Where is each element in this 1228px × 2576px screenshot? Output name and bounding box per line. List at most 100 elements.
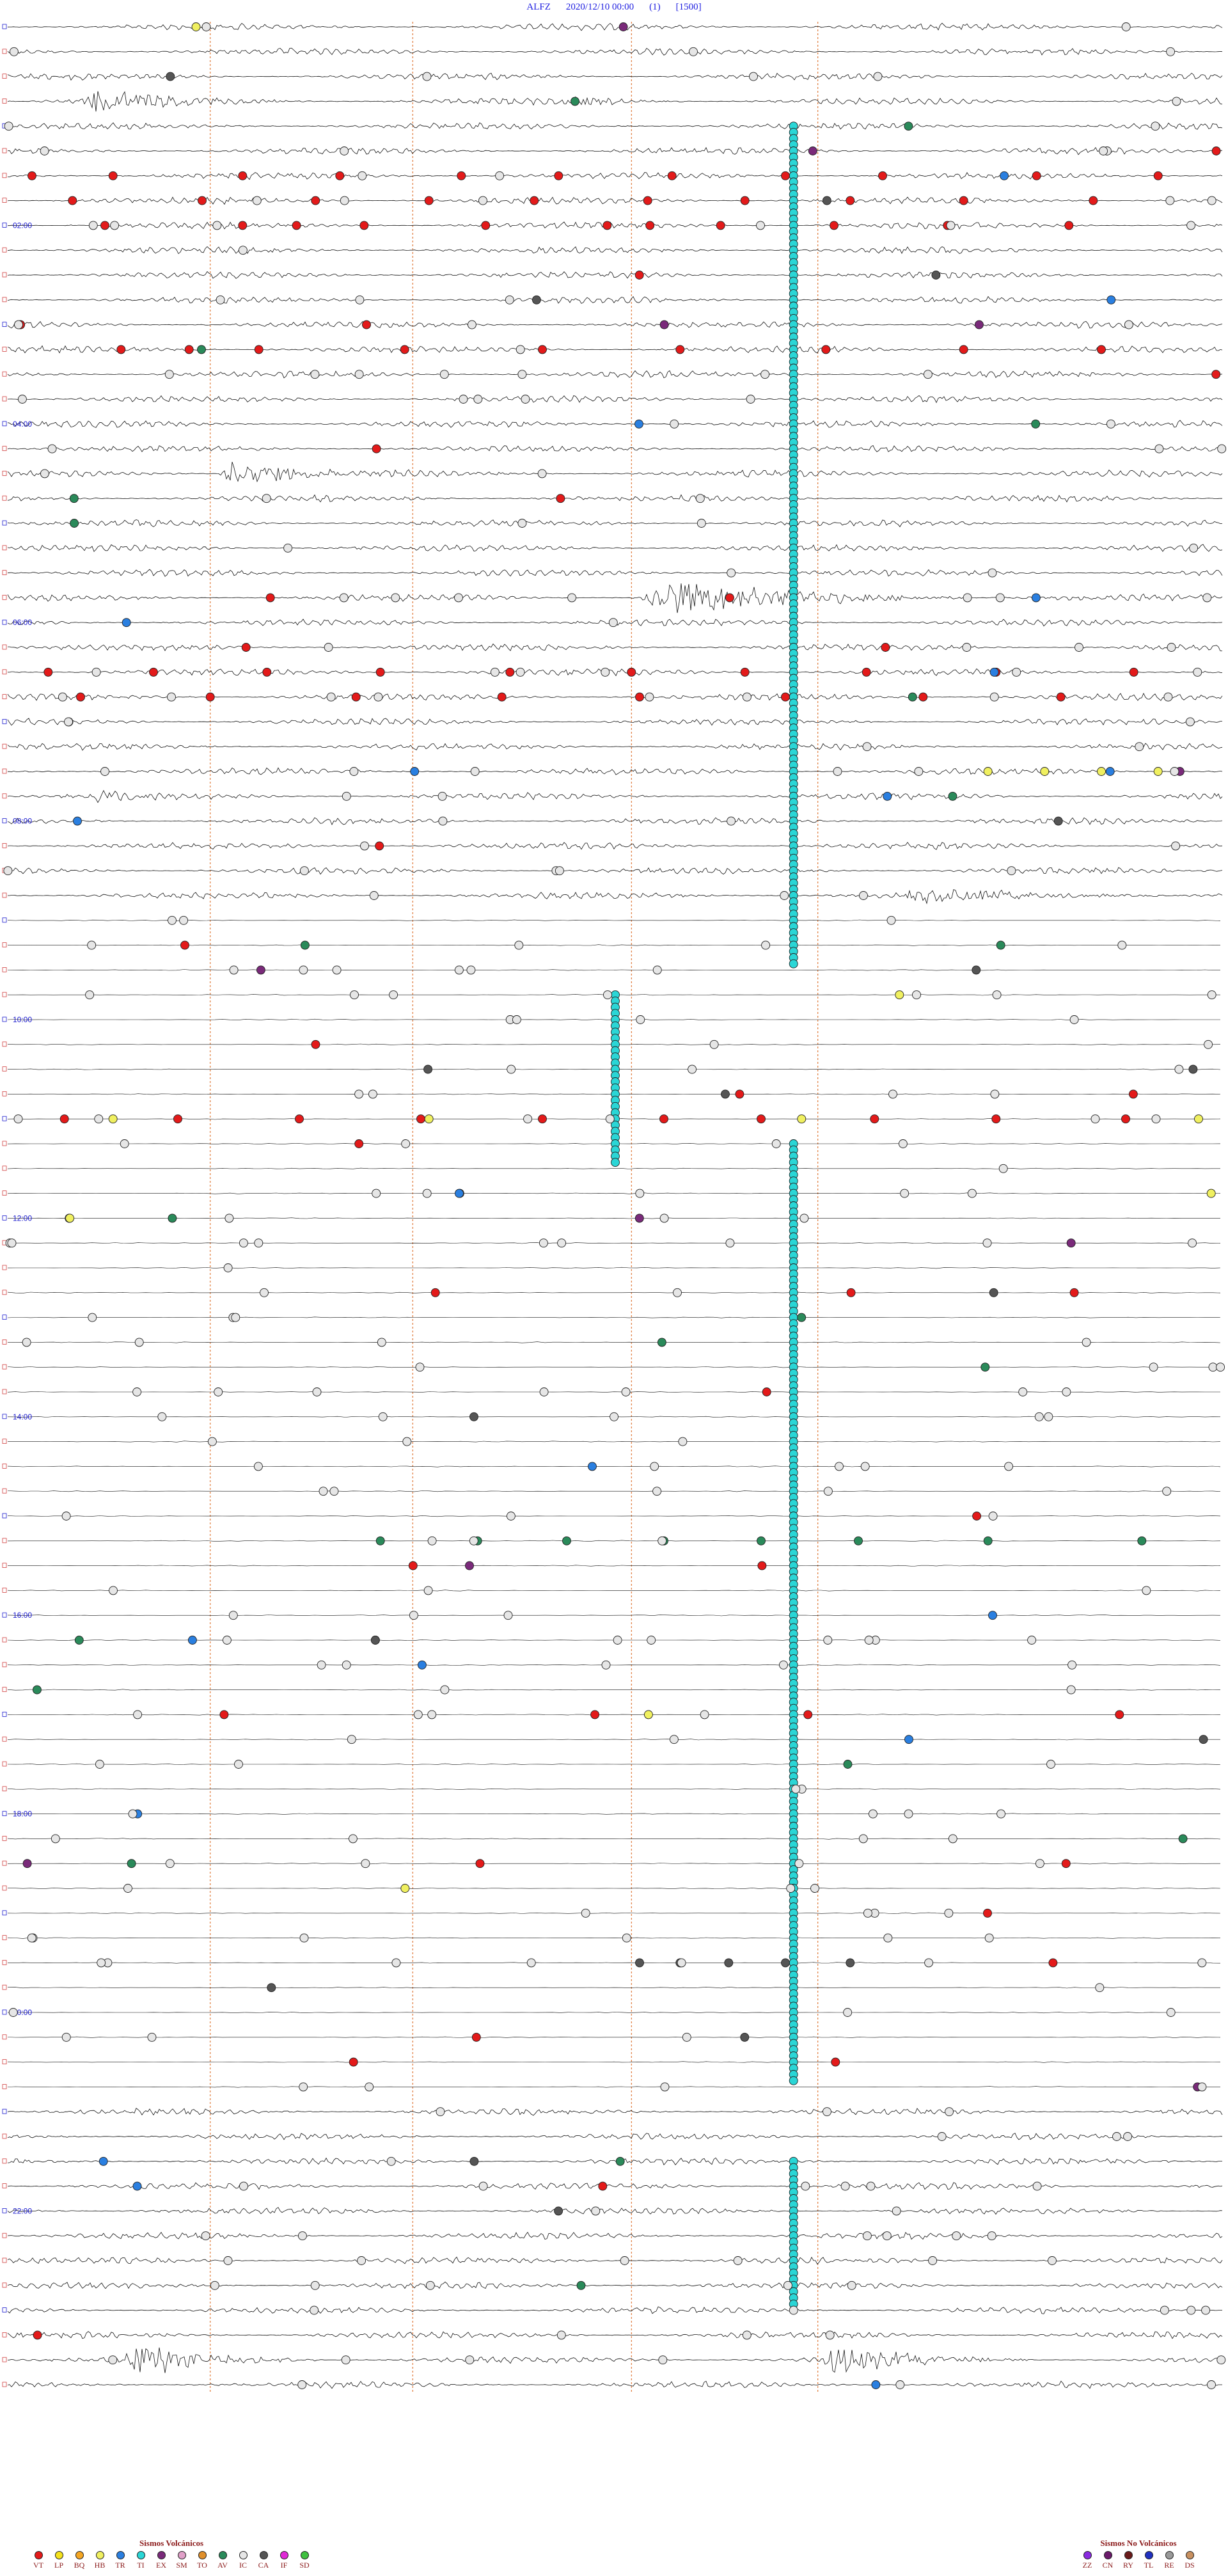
legend-nonvolcanic-tl-dot bbox=[1144, 2551, 1153, 2559]
trace-line-66 bbox=[7, 1664, 1221, 1666]
event-marker-row0-340 bbox=[28, 171, 36, 180]
event-marker-rand-837 bbox=[635, 1189, 645, 1198]
event-marker-rand-522 bbox=[650, 1462, 659, 1471]
event-marker-rand-528 bbox=[992, 990, 1002, 1000]
line-tick-70 bbox=[2, 1761, 7, 1767]
line-tick-45 bbox=[2, 1141, 7, 1146]
event-marker-rand-779 bbox=[391, 1958, 401, 1968]
amplitude-scale: [1500] bbox=[675, 2, 702, 12]
event-marker-rand-542 bbox=[410, 767, 420, 776]
event-marker-rand-633 bbox=[168, 915, 177, 925]
event-marker-rand-606 bbox=[647, 1636, 656, 1645]
event-marker-rand-587 bbox=[931, 271, 941, 280]
event-marker-rand-532 bbox=[1082, 1338, 1091, 1347]
event-marker-row10-426 bbox=[846, 1958, 855, 1968]
event-marker-rand-452 bbox=[1031, 593, 1041, 603]
event-marker-rand-600 bbox=[361, 1859, 370, 1869]
event-marker-rand-795 bbox=[1061, 1859, 1071, 1869]
event-marker-rand-708 bbox=[863, 1908, 872, 1918]
event-marker-rand-724 bbox=[555, 866, 564, 876]
event-marker-rand-593 bbox=[417, 1660, 427, 1670]
helicorder-plot: 02:00 04:00 06:00 08:00 10:00 12:00 14:00 16:00… bbox=[0, 18, 1228, 2487]
event-marker-rand-590 bbox=[22, 1338, 31, 1347]
event-marker-rand-805 bbox=[1095, 1983, 1105, 1993]
event-marker-rand-851 bbox=[473, 395, 483, 404]
event-marker-rand-873 bbox=[299, 965, 308, 975]
event-marker-rand-864 bbox=[539, 1238, 548, 1248]
legend-volcanic-sm: SM bbox=[173, 2551, 191, 2570]
event-marker-rand-860 bbox=[239, 1238, 248, 1248]
event-marker-rand-554 bbox=[368, 1089, 377, 1099]
legend-volcanic-av: AV bbox=[214, 2551, 232, 2570]
event-marker-rand-853 bbox=[260, 1288, 269, 1297]
line-tick-1 bbox=[2, 49, 7, 54]
event-marker-rand-826 bbox=[241, 643, 251, 652]
event-marker-rand-786 bbox=[1186, 2305, 1196, 2315]
legend-volcanic-title: Sismos Volcánicos bbox=[139, 2538, 204, 2548]
event-marker-rand-482 bbox=[372, 1189, 381, 1198]
event-marker-row1-351 bbox=[68, 196, 77, 205]
legend-volcanic-vt-label: VT bbox=[33, 2561, 43, 2570]
hour-label-1400: 14:00 bbox=[13, 1412, 32, 1421]
event-marker-rand-665 bbox=[1105, 767, 1115, 776]
event-marker-rand-707 bbox=[620, 2256, 629, 2265]
event-marker-rand-721 bbox=[91, 667, 101, 677]
event-marker-rand-613 bbox=[292, 221, 301, 230]
event-marker-rand-464 bbox=[478, 196, 487, 205]
legend-volcanic-ex-dot bbox=[157, 2551, 166, 2559]
event-marker-rand-762 bbox=[459, 395, 468, 404]
event-marker-rand-579 bbox=[652, 1487, 662, 1496]
event-marker-rand-473 bbox=[222, 1636, 232, 1645]
event-marker-rand-629 bbox=[591, 2206, 601, 2216]
line-tick-36 bbox=[2, 917, 7, 923]
legend-nonvolcanic-ds-dot bbox=[1185, 2551, 1194, 2559]
event-marker-rand-539 bbox=[881, 643, 890, 652]
event-marker-row9-418 bbox=[757, 1536, 766, 1545]
event-marker-rand-800 bbox=[98, 2156, 108, 2166]
event-marker-rand-747 bbox=[422, 72, 432, 81]
event-marker-rand-774 bbox=[962, 643, 972, 652]
trace-line-12 bbox=[7, 320, 1223, 329]
event-marker-rand-811 bbox=[165, 1859, 175, 1869]
event-marker-rand-885 bbox=[588, 1462, 597, 1471]
event-marker-rand-715 bbox=[47, 444, 57, 454]
event-marker-rand-427 bbox=[823, 1487, 833, 1496]
legend-nonvolcanic-zz: ZZ bbox=[1078, 2551, 1096, 2570]
event-marker-rand-719 bbox=[1197, 2082, 1207, 2092]
event-marker-row4-378 bbox=[43, 667, 53, 677]
event-marker-rand-645 bbox=[1165, 196, 1175, 205]
event-marker-rand-845 bbox=[622, 1933, 631, 1943]
event-marker-rand-537 bbox=[531, 295, 541, 304]
trace-line-2 bbox=[7, 72, 1223, 81]
trace-line-91 bbox=[7, 2281, 1223, 2289]
event-marker-row5-390 bbox=[351, 692, 361, 702]
line-tick-9 bbox=[2, 247, 7, 253]
event-marker-rand-589 bbox=[847, 2280, 856, 2290]
event-marker-rand-761 bbox=[210, 2280, 219, 2290]
line-tick-62 bbox=[2, 1563, 7, 1569]
event-marker-rand-634 bbox=[454, 593, 463, 603]
event-marker-rand-702 bbox=[556, 494, 565, 503]
event-marker-rand-850 bbox=[946, 221, 956, 230]
event-marker-rand-446 bbox=[120, 1139, 129, 1148]
event-marker-row3-377 bbox=[1097, 345, 1106, 354]
legend-nonvolcanic-items: ZZ CN RY TL RE DS bbox=[1055, 2551, 1222, 2570]
line-tick-95 bbox=[2, 2382, 7, 2387]
event-marker-rand-495 bbox=[1171, 841, 1181, 851]
event-marker-rand-637 bbox=[95, 1760, 104, 1769]
event-marker-rand-765 bbox=[862, 2231, 872, 2241]
event-marker-rand-561 bbox=[354, 370, 364, 379]
line-tick-86 bbox=[2, 2158, 7, 2164]
trace-line-64 bbox=[7, 1615, 1221, 1616]
legend-nonvolcanic-ry-label: RY bbox=[1122, 2561, 1133, 2570]
line-tick-46 bbox=[2, 1166, 7, 1171]
event-marker-row3-375 bbox=[821, 345, 831, 354]
event-marker-rand-597 bbox=[657, 1536, 667, 1545]
line-tick-14 bbox=[2, 371, 7, 377]
legend-volcanic-tr: TR bbox=[111, 2551, 129, 2570]
event-marker-row8-411 bbox=[424, 1114, 434, 1124]
event-marker-rand-722 bbox=[22, 1859, 32, 1869]
event-marker-row7-407 bbox=[1040, 767, 1050, 776]
event-marker-row0-346 bbox=[667, 171, 677, 180]
event-marker-rand-878 bbox=[1217, 444, 1227, 454]
